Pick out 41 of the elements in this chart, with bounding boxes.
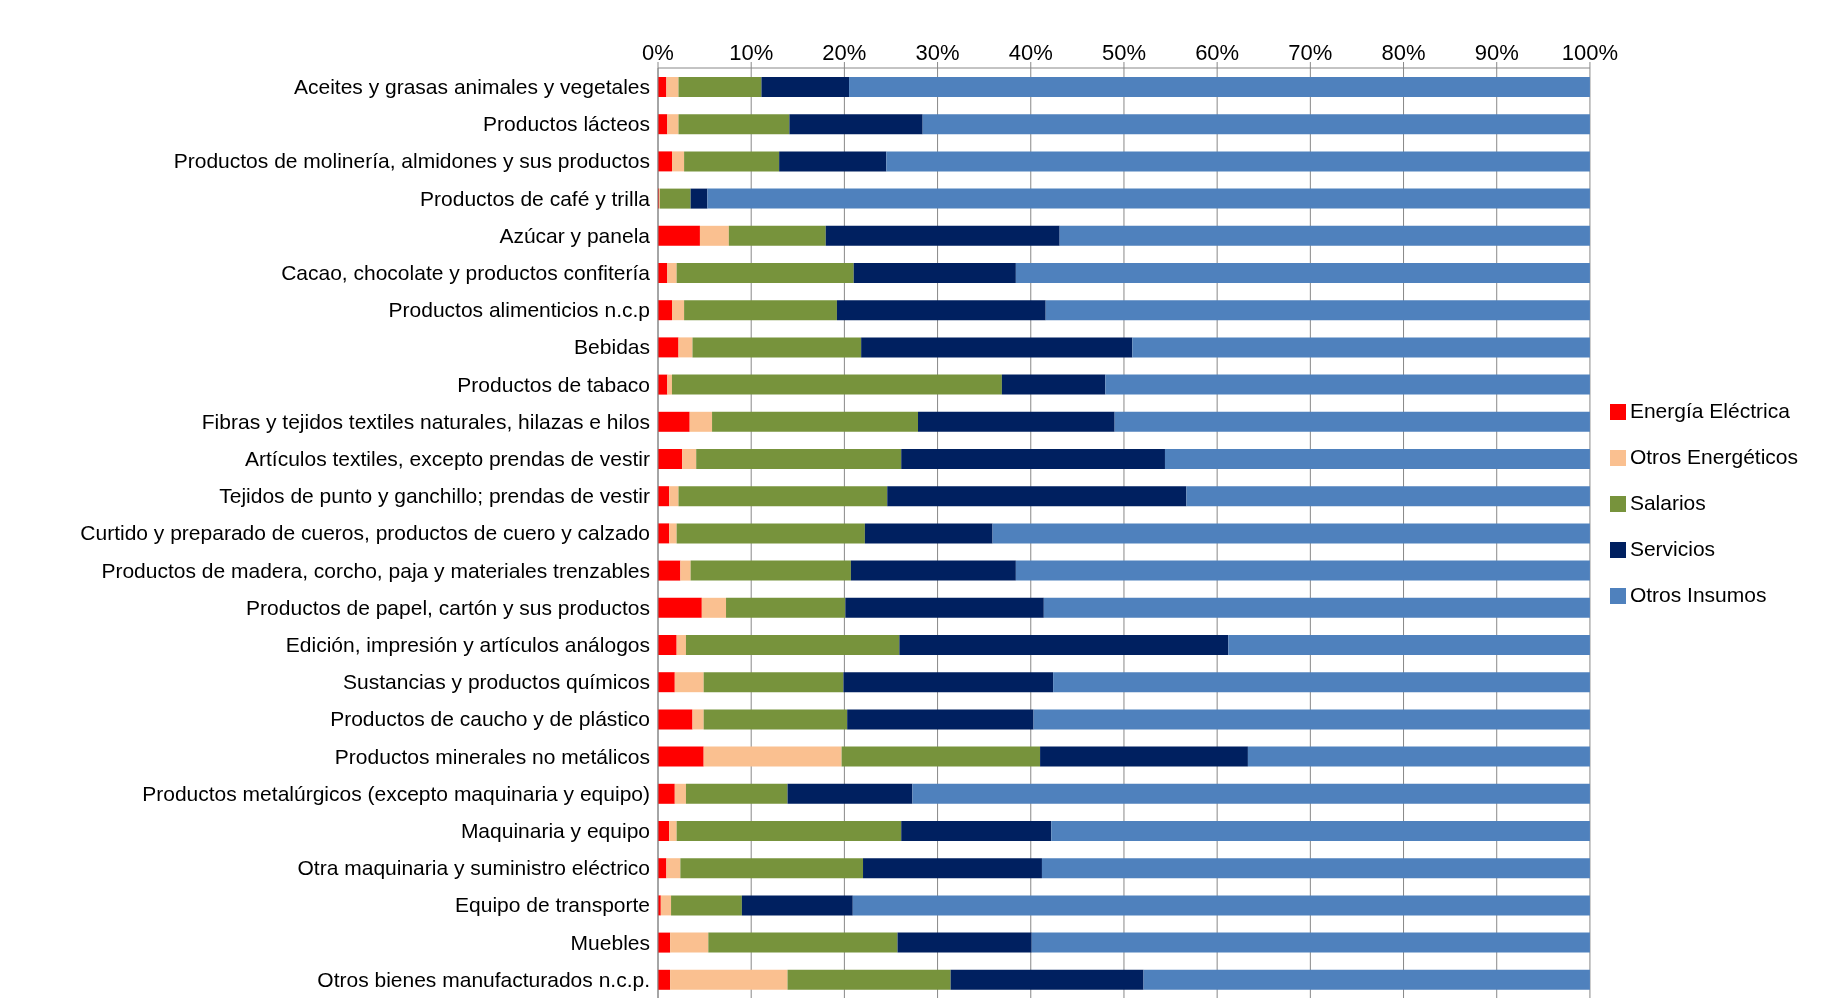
y-tick-label: Equipo de transporte bbox=[455, 893, 650, 917]
legend-label: Otros Energéticos bbox=[1629, 445, 1798, 468]
y-tick-label: Azúcar y panela bbox=[499, 223, 651, 247]
y-tick-label: Otros bienes manufacturados n.c.p. bbox=[317, 967, 650, 991]
legend-label: Servicios bbox=[1629, 537, 1716, 560]
y-tick-label: Muebles bbox=[570, 930, 650, 954]
y-tick-label: Curtido y preparado de cueros, productos de cuero y calzado bbox=[80, 521, 650, 545]
y-tick-label: Productos de papel, cartón y sus productos bbox=[246, 595, 650, 619]
y-tick-label: Aceites y grasas animales y vegetales bbox=[293, 75, 650, 99]
y-tick-label: Edición, impresión y artículos análogos bbox=[285, 633, 650, 657]
x-tick-label: 70% bbox=[1288, 40, 1333, 65]
y-tick-label: Tejidos de punto y ganchillo; prendas de vestir bbox=[219, 484, 650, 508]
y-tick-label: Productos de caucho y de plástico bbox=[330, 707, 650, 731]
x-tick-label: 0% bbox=[642, 40, 674, 65]
x-tick-label: 30% bbox=[915, 40, 960, 65]
x-tick-label: 90% bbox=[1474, 40, 1519, 65]
y-tick-label: Productos lácteos bbox=[483, 112, 650, 136]
legend-label: Energía Eléctrica bbox=[1629, 399, 1790, 422]
y-tick-label: Productos minerales no metálicos bbox=[334, 744, 650, 768]
y-tick-label: Fibras y tejidos textiles naturales, hilazas e hilos bbox=[201, 409, 650, 433]
y-tick-label: Productos metalúrgicos (excepto maquinaria y equipo) bbox=[142, 781, 650, 805]
x-tick-label: 100% bbox=[1561, 40, 1619, 65]
y-tick-label: Productos de tabaco bbox=[457, 372, 650, 396]
x-tick-label: 20% bbox=[822, 40, 867, 65]
x-tick-label: 60% bbox=[1195, 40, 1240, 65]
y-tick-label: Otra maquinaria y suministro eléctrico bbox=[297, 856, 650, 880]
y-tick-label: Productos de molinería, almidones y sus productos bbox=[173, 149, 650, 173]
y-tick-label: Productos alimenticios n.c.p bbox=[388, 298, 650, 322]
legend-label: Salarios bbox=[1629, 491, 1706, 514]
y-tick-label: Artículos textiles, excepto prendas de vestir bbox=[244, 447, 650, 471]
y-tick-label: Sustancias y productos químicos bbox=[343, 670, 650, 694]
y-tick-label: Productos de café y trilla bbox=[420, 186, 651, 210]
y-tick-label: Cacao, chocolate y productos confitería bbox=[281, 261, 651, 285]
legend-label: Otros Insumos bbox=[1629, 583, 1767, 606]
y-tick-label: Bebidas bbox=[574, 335, 650, 359]
x-tick-label: 80% bbox=[1381, 40, 1426, 65]
x-tick-label: 50% bbox=[1101, 40, 1146, 65]
y-tick-label: Maquinaria y equipo bbox=[460, 819, 650, 843]
x-tick-label: 40% bbox=[1008, 40, 1053, 65]
x-tick-label: 10% bbox=[729, 40, 774, 65]
y-tick-label: Productos de madera, corcho, paja y materiales trenzables bbox=[101, 558, 650, 582]
